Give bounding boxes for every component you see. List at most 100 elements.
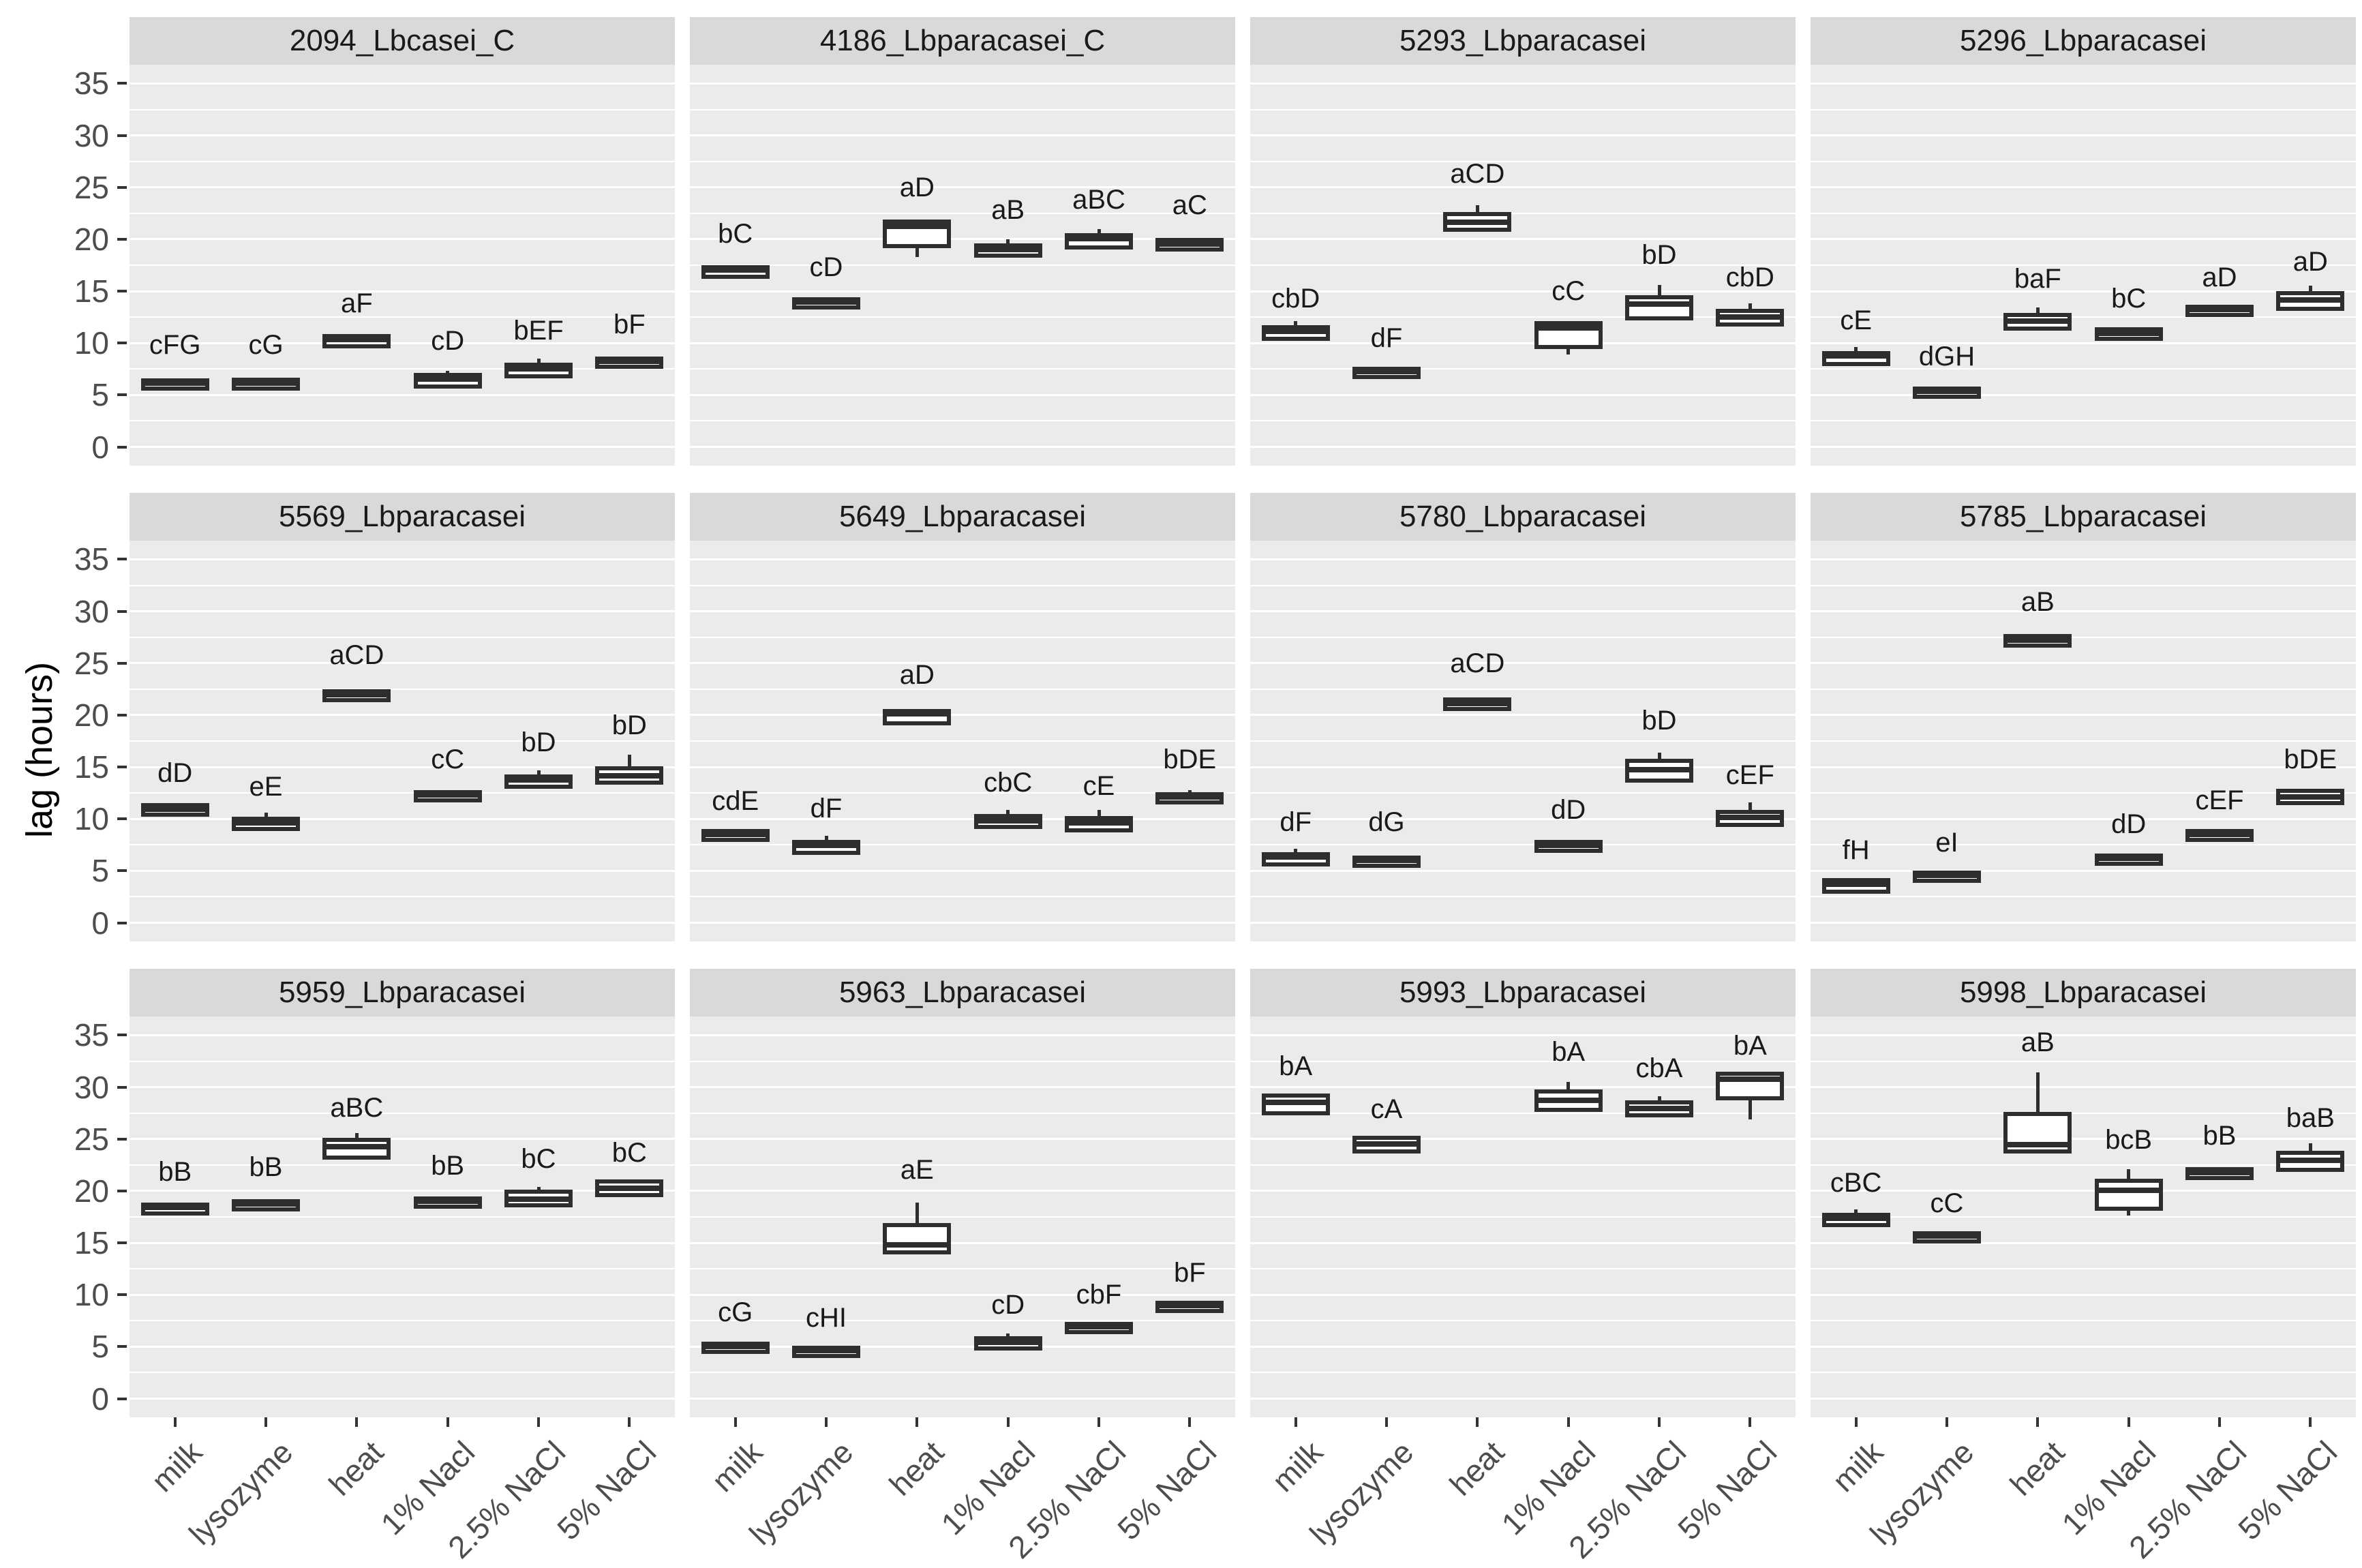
y-tick-mark bbox=[117, 1137, 127, 1141]
y-tick-mark bbox=[117, 237, 127, 241]
boxplot-box bbox=[1716, 1071, 1785, 1101]
facet-strip: 5785_Lbparacasei bbox=[1811, 493, 2356, 541]
minor-gridline bbox=[690, 1320, 1235, 1322]
minor-gridline bbox=[690, 1268, 1235, 1270]
minor-gridline bbox=[130, 368, 675, 370]
significance-label: dF bbox=[1370, 322, 1403, 353]
x-tick-mark bbox=[1476, 1417, 1479, 1427]
median-line bbox=[599, 773, 660, 779]
major-gridline bbox=[130, 766, 675, 768]
minor-gridline bbox=[130, 636, 675, 638]
major-gridline bbox=[690, 610, 1235, 613]
major-gridline bbox=[1250, 1034, 1796, 1036]
minor-gridline bbox=[1811, 1320, 2356, 1322]
minor-gridline bbox=[690, 792, 1235, 794]
significance-label: eI bbox=[1935, 828, 1958, 858]
minor-gridline bbox=[690, 1060, 1235, 1062]
major-gridline bbox=[1250, 610, 1796, 613]
minor-gridline bbox=[1250, 1216, 1796, 1218]
y-tick-label: 10 bbox=[74, 325, 109, 361]
y-tick-mark bbox=[117, 185, 127, 189]
facet-strip: 4186_Lbparacasei_C bbox=[690, 17, 1235, 65]
minor-gridline bbox=[130, 1060, 675, 1062]
facet-strip: 5293_Lbparacasei bbox=[1250, 17, 1796, 65]
panel-plot-area: bA cA bA cbA bA bbox=[1250, 1016, 1796, 1417]
y-tick-label: 10 bbox=[74, 1277, 109, 1313]
facet-title: 5963_Lbparacasei bbox=[838, 976, 1087, 1009]
major-gridline bbox=[1250, 446, 1796, 449]
major-gridline bbox=[1811, 186, 2356, 189]
x-tick-mark bbox=[1097, 1417, 1100, 1427]
major-gridline bbox=[130, 1398, 675, 1400]
x-tick-mark bbox=[2218, 1417, 2221, 1427]
significance-label: aD bbox=[2292, 247, 2328, 277]
significance-label: bB bbox=[2202, 1121, 2237, 1151]
median-line bbox=[1160, 1303, 1220, 1309]
minor-gridline bbox=[1811, 584, 2356, 586]
significance-label: dD bbox=[2111, 809, 2147, 839]
panel-plot-area: dD eE aCD cC bD bD bbox=[130, 541, 675, 941]
minor-gridline bbox=[690, 212, 1235, 214]
minor-gridline bbox=[1250, 1060, 1796, 1062]
facet-strip: 5963_Lbparacasei bbox=[690, 969, 1235, 1016]
minor-gridline bbox=[1811, 160, 2356, 162]
major-gridline bbox=[690, 1086, 1235, 1089]
facet-title: 5569_Lbparacasei bbox=[278, 500, 526, 533]
y-tick-mark bbox=[117, 713, 127, 717]
minor-gridline bbox=[1811, 368, 2356, 370]
median-line bbox=[796, 299, 856, 305]
major-gridline bbox=[130, 1138, 675, 1141]
median-line bbox=[327, 337, 387, 343]
significance-label: cD bbox=[991, 1290, 1025, 1321]
minor-gridline bbox=[690, 896, 1235, 898]
whisker-line bbox=[2035, 1072, 2040, 1145]
y-tick-mark bbox=[117, 342, 127, 345]
major-gridline bbox=[130, 342, 675, 344]
significance-label: bC bbox=[2111, 283, 2147, 314]
facet-strip: 5649_Lbparacasei bbox=[690, 493, 1235, 541]
significance-label: cBC bbox=[1830, 1167, 1882, 1198]
y-tick-label: 35 bbox=[74, 541, 109, 577]
minor-gridline bbox=[690, 1216, 1235, 1218]
x-tick-mark bbox=[733, 1417, 737, 1427]
significance-label: bC bbox=[718, 219, 753, 250]
significance-label: bF bbox=[1173, 1258, 1206, 1288]
median-line bbox=[887, 710, 948, 717]
y-tick-mark bbox=[117, 82, 127, 85]
median-line bbox=[1629, 767, 1689, 773]
facet-title: 5296_Lbparacasei bbox=[1959, 24, 2207, 57]
y-tick-label: 5 bbox=[91, 1329, 109, 1365]
facet-title: 4186_Lbparacasei_C bbox=[819, 24, 1106, 57]
median-line bbox=[2280, 794, 2341, 800]
major-gridline bbox=[690, 342, 1235, 344]
minor-gridline bbox=[690, 740, 1235, 742]
major-gridline bbox=[1811, 238, 2356, 241]
median-line bbox=[327, 1144, 387, 1150]
significance-label: cbC bbox=[984, 767, 1033, 798]
major-gridline bbox=[1811, 1190, 2356, 1192]
median-line bbox=[1069, 236, 1129, 242]
median-line bbox=[705, 1343, 766, 1349]
significance-label: bA bbox=[1279, 1051, 1313, 1082]
major-gridline bbox=[1811, 662, 2356, 665]
significance-label: bEF bbox=[513, 315, 564, 346]
y-tick-label: 20 bbox=[74, 221, 109, 257]
y-tick-mark bbox=[117, 134, 127, 137]
significance-label: dF bbox=[810, 794, 843, 824]
facet-title: 5649_Lbparacasei bbox=[838, 500, 1087, 533]
panel-plot-area: dF dG aCD dD bD cEF bbox=[1250, 541, 1796, 941]
y-tick-mark bbox=[117, 921, 127, 924]
major-gridline bbox=[1250, 1293, 1796, 1296]
median-line bbox=[145, 380, 205, 387]
median-line bbox=[2008, 637, 2068, 643]
significance-label: bcB bbox=[2105, 1125, 2153, 1156]
significance-label: bD bbox=[521, 727, 556, 757]
median-line bbox=[1720, 1076, 1781, 1083]
major-gridline bbox=[1250, 134, 1796, 137]
major-gridline bbox=[690, 766, 1235, 768]
median-line bbox=[509, 365, 569, 372]
minor-gridline bbox=[130, 896, 675, 898]
panel-plot-area: bC cD aD aB aBC aC bbox=[690, 65, 1235, 466]
median-line bbox=[1265, 854, 1326, 860]
median-line bbox=[1447, 700, 1508, 706]
